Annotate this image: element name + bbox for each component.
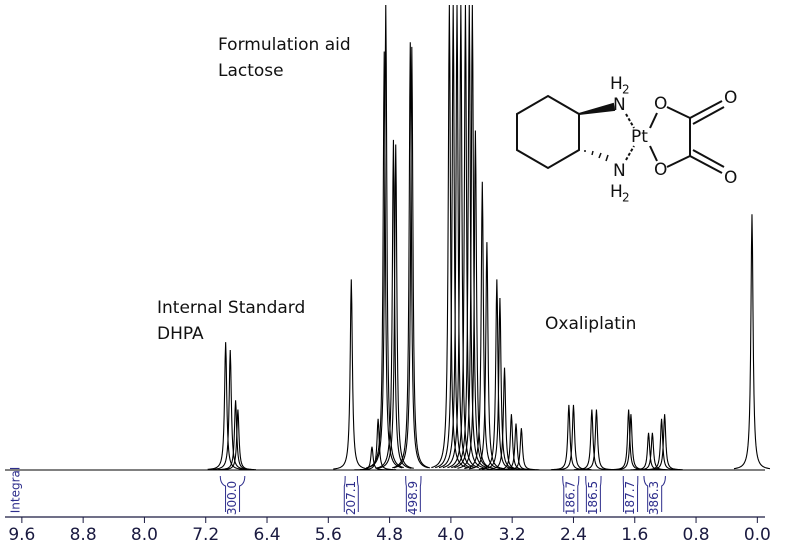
peak [486,367,523,471]
x-tick-label: 1.6 [621,525,648,545]
x-tick-label: 4.8 [376,525,403,545]
x-tick-label: 3.2 [499,525,526,545]
peak [634,432,671,471]
coord-bond [625,113,635,129]
x-tick-label: 4.0 [437,525,464,545]
peak [733,214,771,470]
x-tick-label: 0.8 [683,525,710,545]
peak [353,446,390,471]
integral-value: 187.7 [623,481,637,515]
annotation: Oxaliplatin [545,314,636,334]
peak [392,42,429,469]
x-tick-label: 9.6 [8,525,35,545]
x-tick-label: 8.8 [70,525,97,545]
integral-value: 186.5 [586,481,600,515]
peak [447,5,484,469]
atom: N [613,161,626,181]
peak [478,279,515,470]
x-tick-label: 6.4 [253,525,280,545]
bond [692,149,725,168]
peak [451,5,488,469]
integral-value: 300.0 [225,481,239,515]
peak [646,414,683,471]
atom: O [724,168,737,188]
x-tick-label: 5.6 [315,525,342,545]
bond [649,112,658,129]
integral-bracket [343,475,359,512]
integral-value: 186.7 [563,481,577,515]
peak [375,139,412,469]
peak [393,46,430,469]
peak [612,414,649,471]
spectrum [5,5,771,471]
hash-bond [584,150,609,162]
peak [578,409,615,471]
annotation: Lactose [218,61,284,81]
atom-sub: 2 [622,191,630,205]
integral-value: 386.3 [647,481,661,515]
annotation: DHPA [157,324,204,344]
x-tick-label: 2.4 [560,525,587,545]
ring [516,94,580,170]
bond [689,100,723,119]
peak [550,404,587,471]
x-tick-label: 8.0 [131,525,158,545]
integral-bracket [562,475,580,512]
integral-bracket [643,475,666,512]
peak [481,297,518,470]
peak [207,342,244,470]
atom: H [610,182,623,202]
bond [689,155,723,174]
peak [573,409,610,471]
annotation: Formulation aid [218,35,351,55]
integral-bracket [405,475,422,512]
x-tick-label: 7.2 [192,525,219,545]
atom: O [654,94,667,114]
structure [516,94,725,174]
atom: O [654,160,667,180]
atom: H [610,74,623,94]
atom: O [724,88,737,108]
peak [468,242,505,470]
peak [555,404,592,471]
integral-bracket [585,475,602,512]
integral-bracket [622,475,639,512]
bond [649,145,658,162]
integral-value: 498.9 [406,481,420,515]
peak [333,279,370,470]
bond [692,106,725,125]
bond [666,155,691,168]
peak [360,418,397,471]
peak [219,409,256,471]
peak [438,5,476,469]
integral-value: 207.1 [344,481,358,515]
peak [367,5,404,469]
atom-sub: 2 [622,83,630,97]
peak [503,428,540,471]
wedge-bond [578,102,616,115]
atom: Pt [631,127,648,147]
annotation: Internal Standard [157,298,305,318]
peak [212,350,249,470]
integral-label: Integral [9,467,23,513]
integral-bracket [219,475,246,512]
peak [610,409,647,471]
peak [431,5,468,469]
x-tick-label: 0.0 [744,525,771,545]
atom: N [613,95,626,115]
peak [377,144,414,469]
peak [464,181,501,470]
bond [666,106,691,119]
peak [454,5,491,469]
coord-bond [625,145,635,161]
